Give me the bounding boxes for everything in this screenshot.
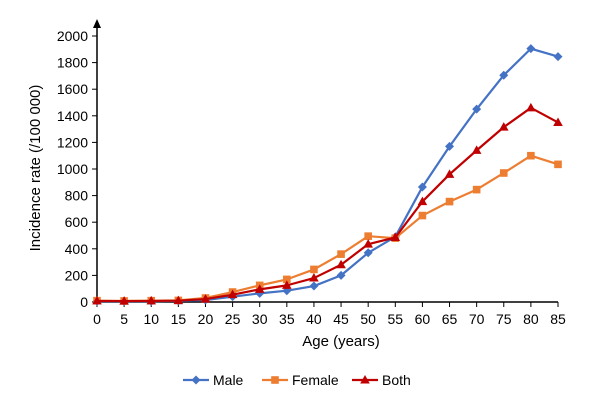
x-tick-label: 50 xyxy=(360,311,376,327)
legend: Male Female Both xyxy=(183,372,411,388)
x-axis-ticks: 0 5 10 15 20 25 30 35 40 45 50 55 60 65 70 75 80 85 xyxy=(93,302,566,327)
x-tick-label: 5 xyxy=(120,311,128,327)
x-tick-label: 35 xyxy=(279,311,295,327)
x-tick-label: 40 xyxy=(306,311,322,327)
x-tick-label: 75 xyxy=(496,311,512,327)
data-point-female xyxy=(499,169,508,177)
series-male xyxy=(92,44,563,306)
y-tick-label: 1400 xyxy=(57,108,88,124)
y-tick-label: 1600 xyxy=(57,81,88,97)
y-tick-label: 0 xyxy=(80,294,88,310)
data-point-male xyxy=(553,52,563,62)
data-point-female xyxy=(283,275,291,284)
y-tick-label: 1200 xyxy=(57,134,88,150)
data-point-male xyxy=(445,141,455,151)
y-axis-title: Incidence rate (/100 000) xyxy=(27,85,44,252)
series-line-female xyxy=(96,154,559,303)
data-point-both xyxy=(227,289,238,299)
x-axis-title: Age (years) xyxy=(302,333,380,350)
data-point-female xyxy=(445,197,454,206)
data-point-male xyxy=(336,270,346,280)
data-point-both xyxy=(254,284,265,293)
legend-item-female: Female xyxy=(262,372,339,388)
x-tick-label: 20 xyxy=(198,311,214,327)
data-point-male xyxy=(363,248,373,258)
x-tick-label: 60 xyxy=(415,311,431,327)
x-tick-label: 30 xyxy=(252,311,268,327)
data-point-male xyxy=(417,182,427,192)
y-tick-label: 800 xyxy=(65,188,89,204)
y-tick-label: 1800 xyxy=(57,55,88,71)
data-point-both xyxy=(417,196,428,206)
x-tick-label: 15 xyxy=(171,311,187,327)
series-both xyxy=(92,102,563,305)
y-tick-label: 400 xyxy=(65,241,89,257)
legend-label-female: Female xyxy=(292,372,339,388)
legend-label-both: Both xyxy=(382,372,411,388)
legend-label-male: Male xyxy=(213,372,244,388)
y-axis-arrow xyxy=(93,19,101,28)
data-point-both xyxy=(282,280,292,289)
series-line-both xyxy=(96,106,559,303)
y-tick-label: 600 xyxy=(65,214,89,230)
x-tick-label: 0 xyxy=(93,311,101,327)
data-point-both xyxy=(336,259,346,269)
legend-item-both: Both xyxy=(352,372,411,388)
data-point-female xyxy=(310,265,318,274)
data-point-both xyxy=(146,295,157,305)
y-tick-label: 200 xyxy=(65,267,89,283)
data-point-female xyxy=(418,211,427,220)
y-axis-ticks: 0 200 400 600 800 1000 1200 1400 1600 1800 2000 xyxy=(57,28,97,310)
data-point-both xyxy=(363,239,373,248)
data-point-both xyxy=(498,122,509,131)
data-point-male xyxy=(309,281,319,291)
data-point-female xyxy=(337,250,345,258)
data-point-both xyxy=(119,296,129,305)
data-point-both xyxy=(173,295,184,305)
legend-item-male: Male xyxy=(183,372,244,388)
x-tick-label: 80 xyxy=(523,311,539,327)
x-tick-label: 85 xyxy=(550,311,566,327)
data-point-both xyxy=(309,273,319,282)
legend-swatch-marker xyxy=(360,375,370,384)
data-point-male xyxy=(499,70,509,80)
data-point-male xyxy=(472,104,482,114)
data-point-both xyxy=(471,145,482,154)
data-point-male xyxy=(526,44,536,54)
series-line-male xyxy=(97,47,559,303)
legend-swatch-marker xyxy=(271,376,279,384)
data-point-female xyxy=(472,185,481,194)
data-point-both xyxy=(200,294,211,303)
data-point-female xyxy=(554,160,562,169)
data-point-both xyxy=(553,117,563,126)
y-tick-label: 1000 xyxy=(57,161,88,177)
legend-swatch-marker xyxy=(191,375,201,385)
x-tick-label: 55 xyxy=(388,311,404,327)
x-tick-label: 45 xyxy=(333,311,349,327)
data-point-female xyxy=(364,232,372,240)
data-point-both xyxy=(92,295,102,305)
x-tick-label: 25 xyxy=(225,311,241,327)
series-layer xyxy=(92,44,563,306)
data-point-female xyxy=(527,151,535,160)
data-point-both xyxy=(444,169,455,178)
data-point-both xyxy=(526,102,536,112)
x-tick-label: 70 xyxy=(469,311,485,327)
x-tick-label: 65 xyxy=(442,311,458,327)
y-tick-label: 2000 xyxy=(57,28,88,44)
data-point-both xyxy=(390,232,401,241)
x-tick-label: 10 xyxy=(143,311,159,327)
